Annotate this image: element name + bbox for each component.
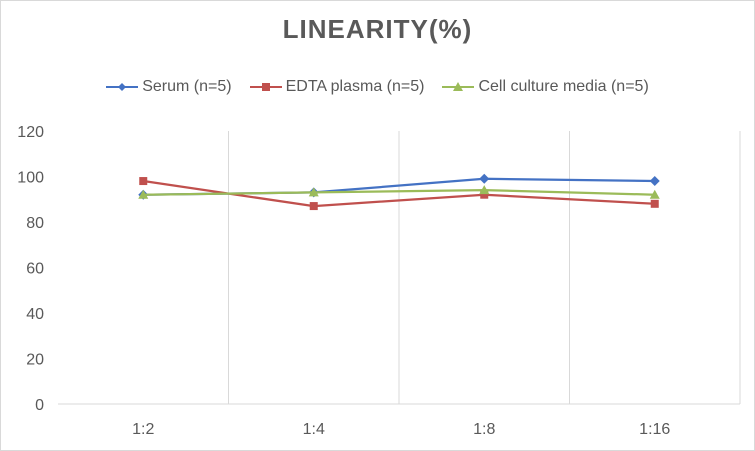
- legend-swatch-cell-culture-media: [442, 82, 475, 91]
- y-tick-label: 100: [17, 170, 44, 187]
- x-tick-label: 1:16: [639, 421, 670, 438]
- legend-swatch-edta-plasma: [249, 83, 282, 91]
- data-point: [308, 187, 319, 197]
- chart-legend: Serum (n=5) EDTA plasma (n=5) Cell cultu…: [0, 78, 755, 96]
- chart-title: LINEARITY(%): [282, 14, 473, 44]
- data-point: [650, 199, 659, 208]
- y-tick-label: 120: [17, 124, 44, 141]
- legend-item-cell-culture-media: Cell culture media (n=5): [442, 78, 649, 96]
- data-point: [479, 185, 490, 195]
- y-tick-label: 80: [26, 215, 44, 232]
- data-point: [649, 189, 660, 199]
- legend-label-serum: Serum (n=5): [142, 78, 232, 95]
- data-point: [649, 176, 660, 187]
- y-tick-label: 20: [26, 352, 44, 369]
- x-tick-label: 1:4: [303, 421, 325, 438]
- data-point: [309, 202, 318, 211]
- legend-item-serum: Serum (n=5): [106, 78, 232, 96]
- data-point: [138, 189, 149, 199]
- y-tick-label: 40: [26, 306, 44, 323]
- legend-label-edta-plasma: EDTA plasma (n=5): [285, 78, 425, 95]
- x-tick-label: 1:8: [473, 421, 495, 438]
- y-tick-label: 0: [35, 397, 44, 414]
- legend-item-edta-plasma: EDTA plasma (n=5): [249, 78, 425, 96]
- data-point: [479, 173, 490, 184]
- data-point: [480, 190, 489, 199]
- data-point: [139, 177, 148, 186]
- x-tick-label: 1:2: [132, 421, 154, 438]
- y-tick-label: 60: [26, 261, 44, 278]
- series-line: [143, 189, 655, 196]
- legend-swatch-serum: [106, 83, 139, 91]
- legend-label-cell-culture-media: Cell culture media (n=5): [478, 78, 649, 95]
